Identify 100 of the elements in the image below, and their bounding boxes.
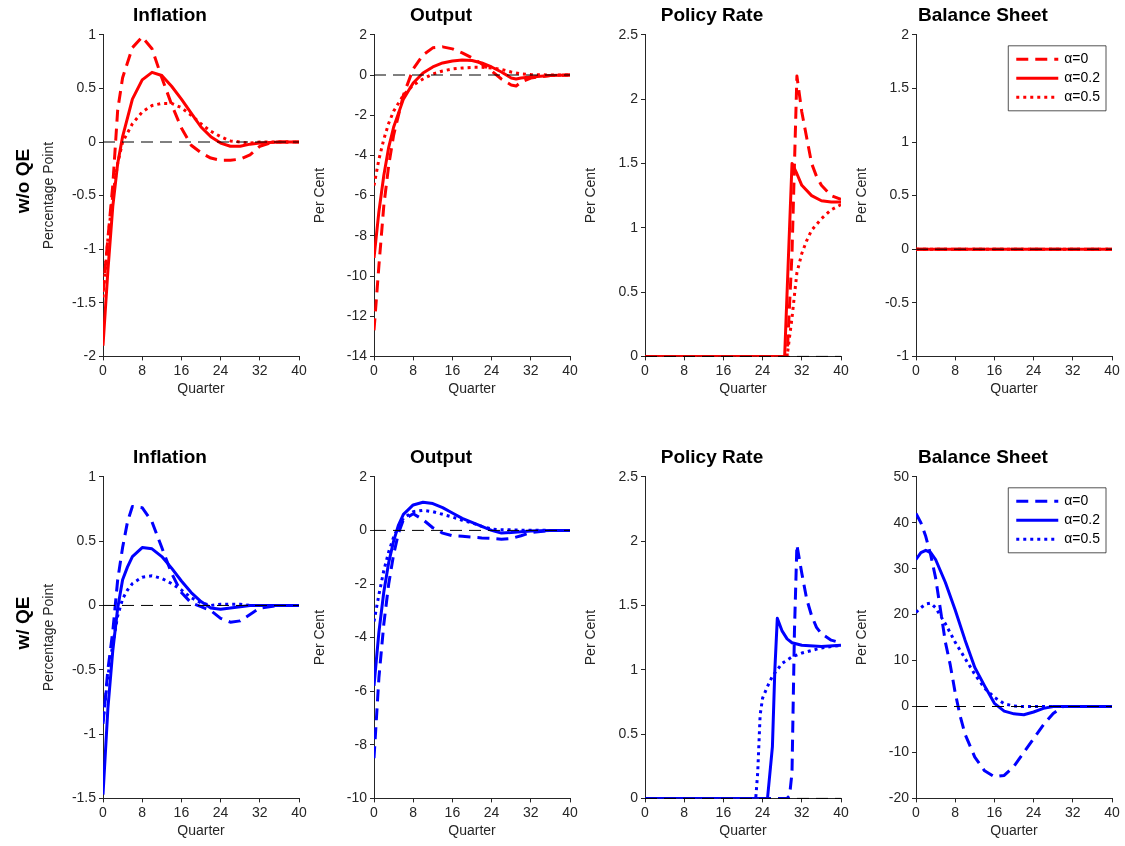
- x-axis-title: Quarter: [177, 380, 226, 397]
- x-tick-label: 16: [173, 361, 190, 378]
- y-tick-label: -1: [83, 724, 97, 741]
- x-tick-label: 16: [715, 361, 732, 378]
- y-tick-label: 0.5: [618, 724, 639, 741]
- legend-label: α=0.2: [1064, 511, 1101, 528]
- y-tick-label: -8: [354, 226, 368, 243]
- x-tick-label: 24: [212, 361, 229, 378]
- legend-label: α=0.2: [1064, 69, 1101, 86]
- x-tick-label: 24: [483, 803, 500, 820]
- y-axis-title: Per Cent: [853, 167, 870, 224]
- x-tick-label: 8: [951, 803, 960, 820]
- y-tick-label: 1: [901, 132, 910, 149]
- x-tick-label: 8: [409, 361, 418, 378]
- y-tick-label: -0.5: [71, 660, 97, 677]
- x-tick-label: 24: [483, 361, 500, 378]
- chart-title: Output: [409, 445, 473, 467]
- x-tick-label: 8: [680, 803, 689, 820]
- y-tick-label: 2: [359, 467, 368, 484]
- x-tick-label: 0: [912, 361, 921, 378]
- y-tick-label: -0.5: [884, 293, 910, 310]
- x-axis-title: Quarter: [719, 380, 768, 397]
- x-tick-label: 40: [562, 803, 578, 820]
- y-axis-title: Per Cent: [311, 609, 328, 666]
- y-tick-label: 0.5: [889, 186, 910, 203]
- y-axis-title: Per Cent: [582, 609, 599, 666]
- legend-label: α=0: [1064, 492, 1089, 509]
- x-tick-label: 16: [173, 803, 190, 820]
- x-tick-label: 40: [562, 361, 578, 378]
- x-tick-label: 40: [1104, 361, 1120, 378]
- y-tick-label: -1.5: [71, 789, 97, 806]
- y-tick-label: -1: [83, 240, 97, 257]
- y-tick-label: 0: [88, 596, 97, 613]
- y-tick-label: 0: [359, 65, 368, 82]
- y-tick-label: -1.5: [71, 293, 97, 310]
- y-tick-label: -8: [354, 735, 368, 752]
- y-axis-title: Percentage Point: [40, 583, 57, 692]
- y-tick-label: 2: [359, 25, 368, 42]
- x-tick-label: 8: [138, 803, 147, 820]
- chart-title: Inflation: [133, 3, 207, 25]
- chart-title: Policy Rate: [660, 3, 764, 25]
- chart-title: Policy Rate: [660, 445, 764, 467]
- legend-label: α=0.5: [1064, 88, 1101, 105]
- y-tick-label: -4: [354, 628, 368, 645]
- x-tick-label: 32: [1065, 803, 1081, 820]
- y-tick-label: 2.5: [618, 25, 639, 42]
- y-tick-label: 20: [893, 605, 910, 622]
- y-tick-label: 2: [901, 25, 910, 42]
- text: w/o QE: [12, 147, 34, 216]
- x-tick-label: 32: [252, 361, 268, 378]
- x-tick-label: 8: [409, 803, 418, 820]
- x-tick-label: 0: [99, 803, 108, 820]
- y-tick-label: -6: [354, 186, 368, 203]
- y-tick-label: 1.5: [618, 154, 639, 171]
- chart-title: Inflation: [133, 445, 207, 467]
- x-tick-label: 8: [680, 361, 689, 378]
- y-tick-label: -2: [354, 106, 368, 123]
- y-tick-label: 1: [88, 467, 97, 484]
- y-tick-label: -12: [346, 307, 368, 324]
- y-tick-label: 0: [359, 521, 368, 538]
- x-tick-label: 0: [641, 803, 650, 820]
- y-tick-label: -1: [896, 347, 910, 364]
- y-tick-label: -10: [346, 266, 368, 283]
- y-tick-label: 2: [630, 531, 639, 548]
- chart-title: Balance Sheet: [918, 445, 1049, 467]
- x-tick-label: 32: [252, 803, 268, 820]
- x-tick-label: 0: [370, 361, 379, 378]
- y-tick-label: -14: [346, 347, 368, 364]
- y-tick-label: 1: [630, 660, 639, 677]
- x-tick-label: 24: [754, 361, 771, 378]
- y-tick-label: 0.5: [76, 79, 97, 96]
- y-tick-label: 2.5: [618, 467, 639, 484]
- x-tick-label: 16: [444, 803, 461, 820]
- y-tick-label: 1.5: [889, 79, 910, 96]
- x-tick-label: 40: [291, 361, 307, 378]
- x-tick-label: 8: [138, 361, 147, 378]
- x-tick-label: 16: [444, 361, 461, 378]
- x-tick-label: 24: [212, 803, 229, 820]
- y-tick-label: 0: [901, 697, 910, 714]
- y-tick-label: -2: [354, 574, 368, 591]
- x-tick-label: 0: [370, 803, 379, 820]
- y-tick-label: 10: [893, 651, 910, 668]
- x-tick-label: 32: [523, 361, 539, 378]
- y-tick-label: -2: [83, 347, 97, 364]
- x-tick-label: 24: [1025, 361, 1042, 378]
- chart-title: Output: [409, 3, 473, 25]
- y-tick-label: -4: [354, 146, 368, 163]
- y-tick-label: -10: [346, 789, 368, 806]
- y-tick-label: 1.5: [618, 596, 639, 613]
- y-tick-label: -6: [354, 682, 368, 699]
- y-tick-label: -10: [888, 743, 910, 760]
- x-tick-label: 32: [794, 803, 810, 820]
- y-tick-label: 40: [893, 513, 910, 530]
- y-axis-title: Per Cent: [853, 609, 870, 666]
- y-tick-label: 50: [893, 467, 910, 484]
- x-tick-label: 16: [986, 361, 1003, 378]
- x-tick-label: 0: [641, 361, 650, 378]
- x-tick-label: 24: [754, 803, 771, 820]
- x-tick-label: 0: [912, 803, 921, 820]
- y-tick-label: 0.5: [618, 282, 639, 299]
